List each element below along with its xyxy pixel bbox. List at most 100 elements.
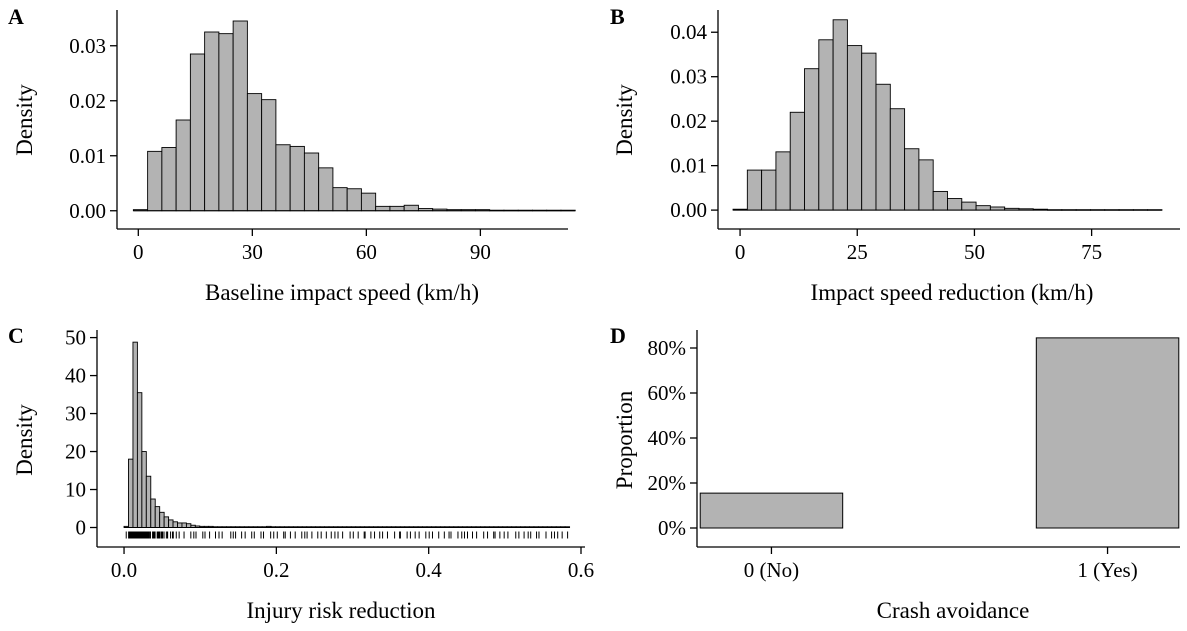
- histogram-bar: [159, 511, 165, 528]
- y-tick-label: 0%: [658, 516, 686, 540]
- y-tick-label: 0.03: [670, 65, 707, 89]
- x-tick-label: 25: [847, 240, 868, 264]
- histogram-bar: [172, 521, 178, 528]
- panel-c-x-title: Injury risk reduction: [246, 598, 436, 623]
- histogram-bar: [961, 201, 977, 211]
- y-tick-label: 80%: [648, 336, 687, 360]
- y-tick-label: 30: [65, 402, 86, 426]
- x-tick-label: 60: [356, 240, 377, 264]
- panel-d: D 0% 20% 40% 60% 80% 0 (No) 1 (Yes) Crash avoi…: [610, 323, 1180, 623]
- panel-a-y-title: Density: [12, 84, 37, 156]
- category-label: 0 (No): [744, 558, 799, 582]
- histogram-bar: [289, 145, 305, 212]
- histogram-bar: [761, 169, 777, 211]
- category-label: 1 (Yes): [1077, 558, 1137, 582]
- panel-label-b: B: [610, 4, 625, 29]
- histogram-bar: [132, 341, 138, 528]
- panel-b-x-title: Impact speed reduction (km/h): [811, 280, 1094, 305]
- panel-a-x-title: Baseline impact speed (km/h): [205, 280, 479, 305]
- histogram-bar: [832, 19, 848, 211]
- histogram-bar: [189, 53, 206, 212]
- histogram-bar: [163, 516, 170, 528]
- histogram-bar: [403, 204, 419, 212]
- y-tick-label: 40%: [648, 426, 687, 450]
- x-tick-label: 0.2: [263, 558, 289, 582]
- y-tick-label: 20: [65, 440, 86, 464]
- histogram-bar: [875, 83, 891, 211]
- histogram-bar: [789, 111, 805, 211]
- x-tick-label: 0.4: [416, 558, 443, 582]
- histogram-bar: [128, 458, 134, 528]
- y-tick-label: 0.00: [670, 198, 707, 222]
- histogram-bar: [177, 522, 183, 528]
- histogram-bar: [332, 187, 348, 212]
- panel-c-rug: [125, 531, 569, 539]
- x-tick-label: 0: [735, 240, 746, 264]
- histogram-bar: [185, 523, 192, 528]
- histogram-bar: [261, 99, 277, 212]
- y-tick-label: 40: [65, 364, 86, 388]
- y-tick-label: 20%: [648, 471, 687, 495]
- histogram-bar: [846, 45, 863, 211]
- panel-d-bars: [699, 337, 1180, 529]
- panel-d-ticks: 0% 20% 40% 60% 80% 0 (No) 1 (Yes): [648, 336, 1138, 582]
- y-tick-label: 60%: [648, 381, 687, 405]
- bar: [1035, 337, 1180, 529]
- y-tick-label: 0.02: [670, 109, 707, 133]
- panel-a-ticks: 0.00 0.01 0.02 0.03 0 30 60 90: [69, 34, 491, 264]
- histogram-bar: [818, 39, 834, 211]
- histogram-bar: [889, 108, 906, 211]
- histogram-bar: [154, 506, 161, 528]
- panel-d-y-title: Proportion: [612, 390, 637, 489]
- histogram-bar: [145, 475, 152, 528]
- y-tick-label: 0: [76, 516, 87, 540]
- histogram-bar: [918, 159, 934, 211]
- histogram-bar: [246, 93, 263, 212]
- y-tick-label: 0.00: [69, 199, 106, 223]
- x-tick-label: 0: [133, 240, 144, 264]
- x-tick-label: 50: [964, 240, 985, 264]
- histogram-bar: [168, 519, 174, 528]
- histogram-bar: [204, 31, 220, 212]
- histogram-bar: [218, 33, 234, 212]
- panel-c: C 0 10 20 30 40 50 0.0 0.2 0.4 0.6 Injury risk re…: [8, 323, 594, 623]
- histogram-bar: [150, 498, 156, 528]
- x-tick-label: 75: [1081, 240, 1102, 264]
- histogram-bar: [147, 150, 163, 212]
- panel-c-y-title: Density: [12, 404, 37, 476]
- panel-b-bars: [732, 19, 1163, 211]
- bar: [699, 492, 844, 529]
- histogram-bar: [904, 148, 920, 211]
- x-tick-label: 30: [242, 240, 263, 264]
- histogram-bar: [175, 119, 191, 212]
- histogram-bar: [346, 188, 362, 212]
- y-tick-label: 0.01: [670, 154, 707, 178]
- histogram-bar: [275, 144, 291, 212]
- histogram-bar: [975, 205, 991, 211]
- histogram-bar: [161, 147, 177, 212]
- panel-label-d: D: [610, 323, 626, 348]
- panel-c-ticks: 0 10 20 30 40 50 0.0 0.2 0.4 0.6: [65, 326, 594, 582]
- y-tick-label: 0.04: [670, 20, 707, 44]
- histogram-bar: [775, 151, 791, 211]
- histogram-bar: [389, 205, 405, 212]
- y-tick-label: 10: [65, 478, 86, 502]
- panel-label-a: A: [8, 4, 24, 29]
- panel-b-ticks: 0.00 0.01 0.02 0.03 0.04 0 25 50 75: [670, 20, 1102, 264]
- histogram-bar: [947, 198, 963, 211]
- histogram-bar: [861, 52, 877, 211]
- panel-a: A 0.00 0.01 0.02 0.03 0 30 60 90 Baseline impac…: [8, 4, 576, 305]
- histogram-bar: [932, 190, 948, 211]
- y-tick-label: 50: [65, 326, 86, 350]
- panel-b: B 0.00 0.01 0.02 0.03 0.04 0 25 50 75 Impact spe…: [610, 4, 1180, 305]
- y-tick-label: 0.01: [69, 144, 106, 168]
- panel-a-bars: [132, 20, 576, 212]
- histogram-bar: [303, 152, 320, 212]
- histogram-bar: [141, 451, 147, 528]
- histogram-bar: [318, 167, 334, 212]
- histogram-bar: [360, 192, 377, 212]
- panel-b-y-title: Density: [612, 84, 637, 156]
- x-tick-label: 0.6: [568, 558, 594, 582]
- panel-c-bars: [123, 341, 571, 529]
